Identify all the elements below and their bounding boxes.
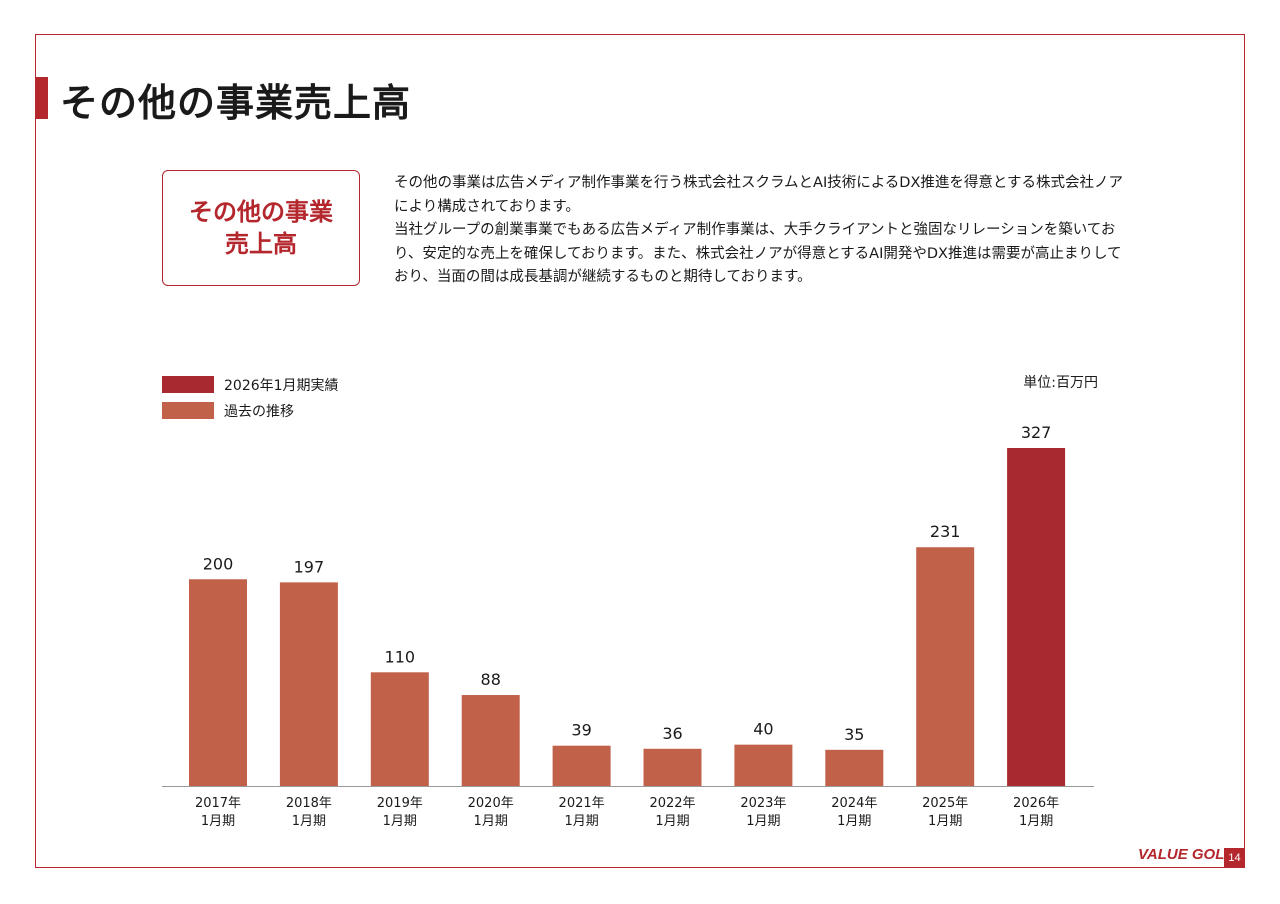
unit-label: 単位:百万円 bbox=[1023, 375, 1098, 391]
legend-item-past: 過去の推移 bbox=[162, 399, 339, 422]
x-tick-label-2-0: 2019年 bbox=[377, 796, 423, 811]
x-tick-label-8-0: 2025年 bbox=[922, 796, 968, 811]
legend-swatch-actual bbox=[162, 376, 214, 393]
slide-frame bbox=[35, 34, 1245, 868]
x-tick-label-6-1: 1月期 bbox=[746, 814, 780, 829]
legend-swatch-past bbox=[162, 402, 214, 419]
segment-label-box: その他の事業 売上高 bbox=[162, 170, 360, 286]
x-tick-label-0-0: 2017年 bbox=[195, 796, 241, 811]
x-tick-label-9-1: 1月期 bbox=[1019, 814, 1053, 829]
description: その他の事業は広告メディア制作事業を行う株式会社スクラムとAI技術によるDX推進… bbox=[394, 172, 1124, 290]
value-label-1: 197 bbox=[294, 557, 325, 576]
value-label-7: 35 bbox=[844, 725, 864, 744]
value-golf-logo: VALUE GOLF bbox=[1138, 846, 1234, 863]
bar-4 bbox=[552, 745, 611, 786]
x-tick-label-4-1: 1月期 bbox=[564, 814, 598, 829]
x-tick-label-4-0: 2021年 bbox=[559, 796, 605, 811]
x-tick-label-9-0: 2026年 bbox=[1013, 796, 1059, 811]
description-paragraph-1: その他の事業は広告メディア制作事業を行う株式会社スクラムとAI技術によるDX推進… bbox=[394, 175, 1123, 215]
bar-2 bbox=[370, 672, 429, 786]
bar-7 bbox=[825, 749, 884, 786]
value-label-8: 231 bbox=[930, 522, 961, 541]
page-number: 14 bbox=[1224, 848, 1245, 868]
legend-label-past: 過去の推移 bbox=[224, 403, 294, 420]
x-tick-label-7-0: 2024年 bbox=[831, 796, 877, 811]
segment-label-line-2: 売上高 bbox=[225, 230, 297, 258]
value-label-3: 88 bbox=[481, 670, 501, 689]
bar-8 bbox=[916, 547, 975, 786]
x-tick-label-1-1: 1月期 bbox=[292, 814, 326, 829]
bar-9 bbox=[1007, 448, 1066, 786]
x-tick-label-6-0: 2023年 bbox=[740, 796, 786, 811]
page-title: その他の事業売上高 bbox=[60, 81, 412, 125]
x-tick-label-1-0: 2018年 bbox=[286, 796, 332, 811]
value-label-6: 40 bbox=[753, 720, 773, 739]
x-tick-label-3-1: 1月期 bbox=[474, 814, 508, 829]
bar-6 bbox=[734, 744, 793, 786]
x-tick-label-5-1: 1月期 bbox=[655, 814, 689, 829]
x-tick-label-3-0: 2020年 bbox=[468, 796, 514, 811]
x-tick-label-0-1: 1月期 bbox=[201, 814, 235, 829]
x-tick-label-8-1: 1月期 bbox=[928, 814, 962, 829]
bar-0 bbox=[189, 579, 247, 786]
bar-1 bbox=[279, 582, 338, 786]
value-label-0: 200 bbox=[203, 554, 234, 573]
segment-label-line-1: その他の事業 bbox=[189, 198, 333, 226]
bar-5 bbox=[643, 748, 702, 786]
x-tick-label-2-1: 1月期 bbox=[383, 814, 417, 829]
x-tick-label-7-1: 1月期 bbox=[837, 814, 871, 829]
bar-3 bbox=[461, 695, 520, 786]
value-label-9: 327 bbox=[1021, 423, 1052, 442]
x-tick-label-5-0: 2022年 bbox=[649, 796, 695, 811]
title-accent-bar bbox=[36, 77, 48, 119]
description-paragraph-2: 当社グループの創業事業でもある広告メディア制作事業は、大手クライアントと強固なリ… bbox=[394, 222, 1122, 285]
value-label-5: 36 bbox=[662, 724, 682, 743]
value-label-4: 39 bbox=[571, 721, 591, 740]
legend-item-actual: 2026年1月期実績 bbox=[162, 373, 339, 396]
legend-label-actual: 2026年1月期実績 bbox=[224, 377, 339, 394]
chart-legend: 2026年1月期実績 過去の推移 bbox=[162, 373, 339, 425]
value-label-2: 110 bbox=[385, 647, 416, 666]
